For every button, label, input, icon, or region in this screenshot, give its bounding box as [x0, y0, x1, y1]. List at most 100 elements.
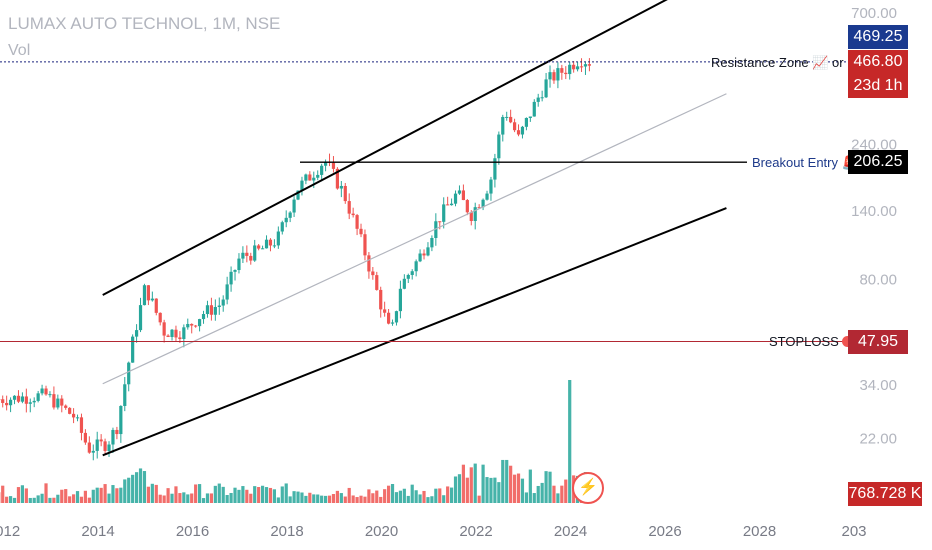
- candle-body: [335, 168, 339, 189]
- volume-bar: [296, 491, 300, 503]
- volume-bar: [473, 463, 477, 503]
- candle-body: [174, 329, 178, 338]
- volume-bar: [442, 495, 446, 503]
- volume-bar: [300, 492, 304, 503]
- candle-body: [131, 336, 135, 363]
- candle-body: [560, 68, 564, 73]
- volume-bar: [217, 483, 221, 503]
- candle-body: [575, 66, 580, 70]
- candle-body: [398, 288, 402, 312]
- volume-bar: [146, 486, 150, 503]
- breakout-entry-label: Breakout Entry 🚨: [752, 155, 858, 171]
- volume-bar: [32, 497, 36, 503]
- candle-body: [572, 64, 576, 70]
- volume-bar: [509, 465, 513, 503]
- volume-bar: [8, 496, 13, 503]
- candle-body: [158, 312, 162, 323]
- candle-body: [288, 212, 292, 218]
- candle-body: [375, 275, 379, 290]
- candle-body: [134, 330, 139, 337]
- volume-bar: [540, 482, 544, 503]
- volume-bar: [457, 474, 462, 503]
- candle-body: [170, 329, 174, 338]
- candle-body: [331, 162, 336, 169]
- candle-body: [453, 193, 458, 204]
- candle-body: [540, 97, 544, 99]
- candle-body: [312, 177, 316, 181]
- candle-body: [402, 278, 406, 289]
- volume-bar: [24, 488, 28, 503]
- candle-body: [457, 190, 462, 194]
- volume-bar: [253, 486, 257, 503]
- volume-bar: [201, 498, 206, 503]
- volume-bar: [465, 477, 469, 503]
- candle-body: [95, 439, 99, 451]
- volume-bar: [398, 490, 402, 503]
- candle-body: [56, 398, 60, 408]
- candle-body: [422, 253, 426, 256]
- volume-bar: [5, 496, 9, 503]
- volume-bar: [422, 490, 426, 503]
- candle-body: [209, 305, 213, 315]
- candle-body: [276, 231, 280, 246]
- volume-bar: [383, 489, 387, 503]
- candle-body: [296, 190, 300, 200]
- volume-bar: [91, 489, 95, 503]
- volume-bar: [103, 484, 107, 503]
- price-tick-label: 140.00: [851, 203, 897, 220]
- candle-body: [182, 327, 186, 340]
- volume-bar: [485, 477, 489, 503]
- candle-body: [229, 271, 233, 285]
- volume-bar: [68, 496, 72, 503]
- volume-bar: [430, 496, 434, 503]
- candle-body: [197, 319, 202, 327]
- candle-body: [548, 72, 552, 80]
- volume-bar: [394, 492, 399, 503]
- volume-bar: [12, 497, 17, 503]
- breakout-entry-text: Breakout Entry: [752, 155, 838, 170]
- candle-body: [79, 417, 84, 433]
- candle-body: [461, 190, 465, 201]
- volume-bar: [335, 490, 339, 503]
- candle-body: [363, 234, 367, 256]
- volume-bar: [75, 491, 80, 503]
- candle-body: [449, 203, 454, 206]
- flash-icon[interactable]: ⚡: [572, 472, 604, 504]
- stoploss-text: STOPLOSS: [769, 334, 839, 349]
- candle-body: [564, 72, 568, 75]
- volume-bar: [95, 487, 99, 503]
- candle-body: [272, 245, 276, 247]
- candle-body: [410, 271, 414, 275]
- volume-bar: [497, 482, 501, 503]
- volume-bar: [331, 494, 336, 503]
- candle-body: [544, 79, 548, 98]
- volume-badge: 768.728 K: [848, 482, 922, 506]
- volume-bar: [536, 485, 540, 503]
- candle-body: [107, 444, 111, 451]
- candle-body: [16, 395, 21, 402]
- candle-body: [528, 116, 532, 118]
- time-tick-label: 2020: [365, 523, 398, 540]
- candle-body: [339, 185, 343, 189]
- candle-body: [418, 253, 422, 262]
- volume-bar: [48, 497, 52, 503]
- candle-body: [501, 116, 505, 135]
- price-tick-label: 240.00: [851, 137, 897, 154]
- candle-body: [24, 396, 28, 404]
- candle-body: [260, 248, 265, 250]
- volume-bar: [264, 487, 269, 503]
- volume-bar: [528, 469, 532, 503]
- volume-bar: [280, 486, 284, 503]
- volume-bar: [52, 497, 56, 503]
- volume-bar: [249, 493, 253, 503]
- candle-body: [438, 221, 442, 223]
- volume-bar: [158, 494, 162, 503]
- time-tick-label: 2012: [0, 523, 20, 540]
- volume-bar: [44, 483, 48, 503]
- candle-body: [103, 441, 107, 451]
- volume-bar: [166, 488, 170, 503]
- volume-bar: [390, 484, 395, 503]
- candle-body: [194, 325, 198, 327]
- volume-bar: [453, 476, 458, 503]
